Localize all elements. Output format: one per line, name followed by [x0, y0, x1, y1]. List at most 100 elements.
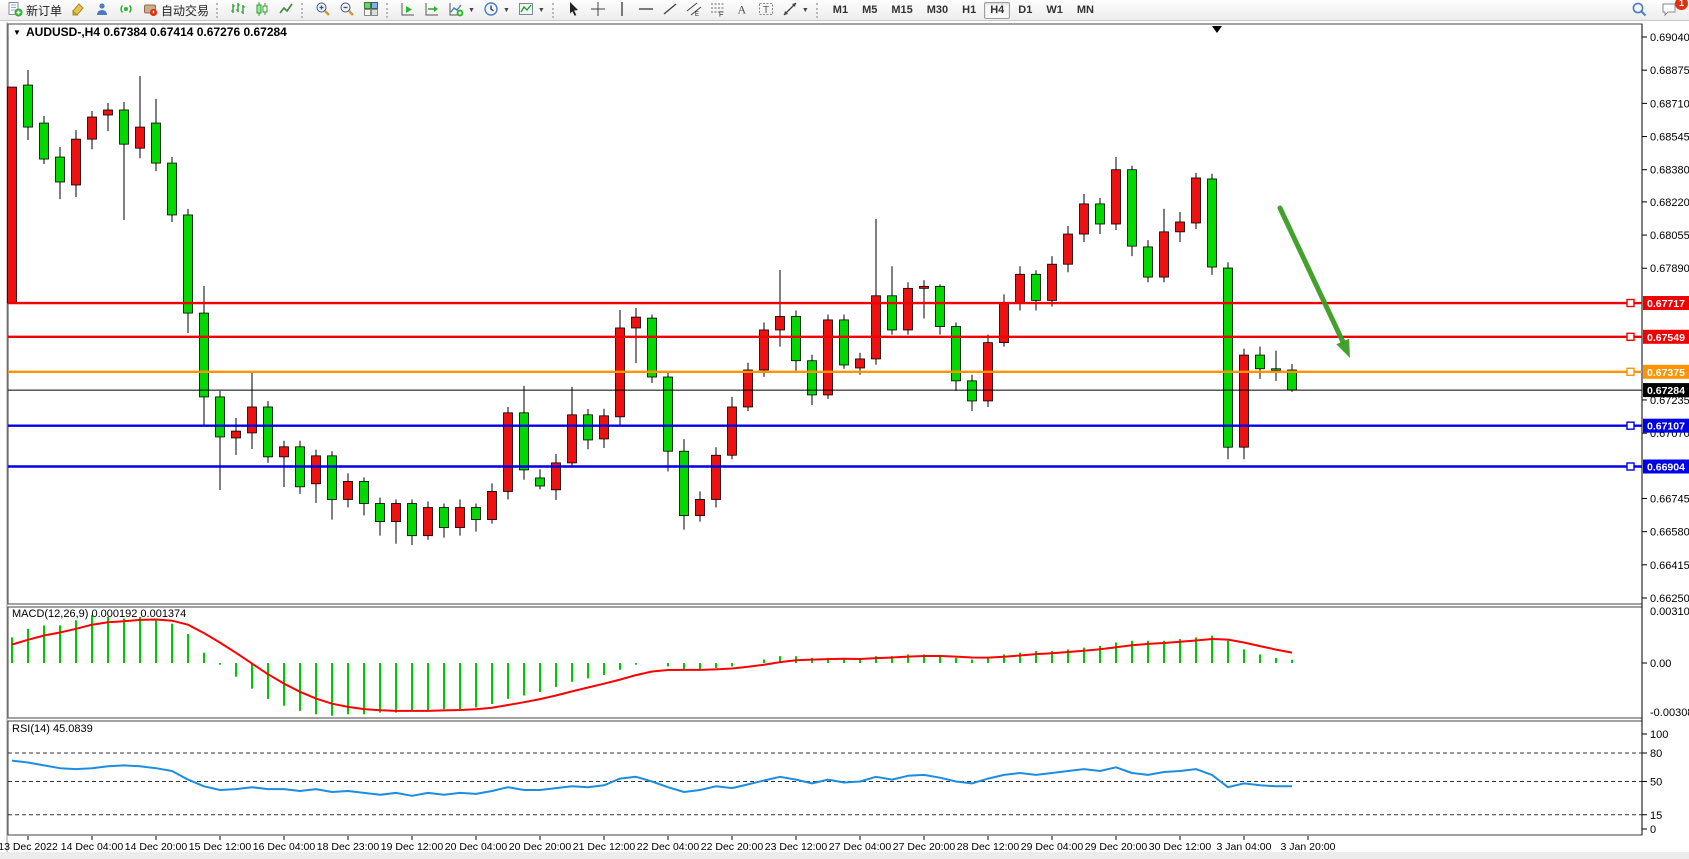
candle[interactable]	[935, 285, 945, 327]
candle[interactable]	[1143, 246, 1153, 278]
trend-arrow-head[interactable]	[1336, 338, 1350, 358]
new-order-button[interactable]: 新订单	[3, 1, 66, 19]
fibonacci-button[interactable]: F	[706, 1, 730, 19]
timeframe-MN-button[interactable]: MN	[1071, 2, 1100, 19]
candle[interactable]	[7, 86, 17, 304]
trendline-button[interactable]	[658, 1, 682, 19]
candle[interactable]	[183, 214, 193, 314]
candle[interactable]	[1207, 178, 1217, 268]
candle[interactable]	[71, 138, 81, 186]
candle[interactable]	[1239, 354, 1249, 448]
candle[interactable]	[743, 369, 753, 408]
candle[interactable]	[903, 287, 913, 331]
candle[interactable]	[679, 450, 689, 516]
candle[interactable]	[247, 406, 257, 434]
candle[interactable]	[151, 122, 161, 164]
candle[interactable]	[855, 358, 865, 369]
candle[interactable]	[1015, 273, 1025, 303]
candle[interactable]	[263, 406, 273, 458]
candle[interactable]	[551, 462, 561, 491]
auto-scroll-button[interactable]	[396, 1, 420, 19]
candle[interactable]	[407, 503, 417, 537]
zoom-in-button[interactable]	[311, 1, 335, 19]
hline-handle[interactable]	[1626, 332, 1635, 342]
zoom-out-button[interactable]	[335, 1, 359, 19]
candle[interactable]	[1095, 203, 1105, 225]
publisher-button[interactable]	[90, 1, 114, 19]
timeframe-H4-button[interactable]: H4	[984, 1, 1011, 19]
candle[interactable]	[1287, 369, 1297, 391]
candle[interactable]	[839, 319, 849, 366]
candle[interactable]	[487, 491, 497, 520]
hline-handle[interactable]	[1626, 421, 1635, 430]
candle[interactable]	[807, 360, 817, 396]
candle[interactable]	[791, 316, 801, 362]
candle[interactable]	[231, 430, 241, 439]
candle[interactable]	[503, 412, 513, 492]
candle[interactable]	[23, 84, 33, 128]
search-button[interactable]	[1627, 1, 1651, 19]
candle[interactable]	[1047, 263, 1057, 301]
bar-chart-button[interactable]	[226, 1, 250, 19]
candle[interactable]	[343, 480, 353, 500]
candlestick-chart-button[interactable]	[250, 1, 274, 19]
candle[interactable]	[535, 477, 545, 487]
cursor-button[interactable]	[562, 1, 586, 19]
candle[interactable]	[631, 316, 641, 329]
candle[interactable]	[423, 507, 433, 537]
candle[interactable]	[167, 162, 177, 216]
timeframe-M30-button[interactable]: M30	[921, 2, 954, 19]
candle[interactable]	[919, 285, 929, 289]
candle[interactable]	[359, 480, 369, 504]
candle[interactable]	[1255, 354, 1265, 370]
candle[interactable]	[1191, 177, 1201, 224]
candle[interactable]	[1111, 169, 1121, 225]
eraser-button[interactable]	[66, 1, 90, 19]
candle[interactable]	[311, 455, 321, 485]
candle[interactable]	[119, 109, 129, 145]
candle[interactable]	[887, 295, 897, 331]
candle[interactable]	[775, 316, 785, 331]
candle[interactable]	[951, 326, 961, 382]
candle[interactable]	[375, 503, 385, 522]
tile-windows-button[interactable]	[359, 1, 383, 19]
candle[interactable]	[1271, 368, 1281, 371]
candle[interactable]	[519, 412, 529, 471]
timeframe-M15-button[interactable]: M15	[885, 2, 918, 19]
candle[interactable]	[1063, 233, 1073, 265]
candle[interactable]	[695, 499, 705, 516]
signals-button[interactable]	[114, 1, 138, 19]
candle[interactable]	[823, 319, 833, 396]
chart-shift-button[interactable]	[420, 1, 444, 19]
hline-handle[interactable]	[1626, 462, 1635, 471]
candle[interactable]	[871, 295, 881, 360]
candle[interactable]	[967, 380, 977, 402]
candle[interactable]	[391, 503, 401, 522]
hline-button[interactable]	[634, 1, 658, 19]
candle[interactable]	[1223, 267, 1233, 448]
timeframe-D1-button[interactable]: D1	[1012, 2, 1038, 19]
candle[interactable]	[455, 507, 465, 529]
candle[interactable]	[663, 376, 673, 452]
timeframe-M5-button[interactable]: M5	[856, 2, 883, 19]
candle[interactable]	[1031, 273, 1041, 301]
candle[interactable]	[439, 507, 449, 529]
candle[interactable]	[135, 126, 145, 149]
candle[interactable]	[103, 109, 113, 116]
crosshair-button[interactable]	[586, 1, 610, 19]
candle[interactable]	[567, 414, 577, 464]
timeframe-M1-button[interactable]: M1	[827, 2, 854, 19]
candle[interactable]	[1127, 169, 1137, 247]
chart-shift-marker[interactable]	[1212, 26, 1222, 33]
text-button[interactable]: A	[730, 1, 754, 19]
line-chart-button[interactable]	[274, 1, 298, 19]
candle[interactable]	[199, 312, 209, 398]
candle[interactable]	[327, 455, 337, 500]
candle[interactable]	[279, 446, 289, 458]
channel-button[interactable]: E	[682, 1, 706, 19]
candle[interactable]	[39, 122, 49, 160]
candle[interactable]	[1079, 203, 1089, 235]
candle[interactable]	[215, 396, 225, 438]
hline-handle[interactable]	[1626, 298, 1635, 308]
